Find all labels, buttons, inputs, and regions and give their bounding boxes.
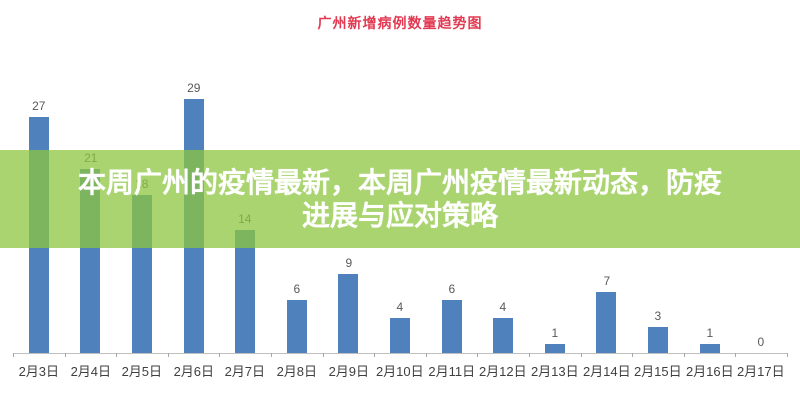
x-tick-label: 2月4日	[70, 364, 112, 379]
axis-tick	[529, 353, 530, 357]
x-tick-label: 2月5日	[121, 364, 163, 379]
bar	[338, 274, 358, 353]
x-tick-label: 2月13日	[530, 364, 579, 379]
bar	[493, 318, 513, 353]
x-tick-label: 2月10日	[375, 364, 424, 379]
x-tick-label: 2月16日	[685, 364, 734, 379]
bar	[235, 230, 255, 353]
x-tick-label: 2月11日	[428, 364, 476, 379]
axis-tick	[580, 353, 582, 357]
bar	[700, 344, 720, 353]
axis-tick	[735, 353, 737, 357]
axis-tick	[632, 353, 634, 357]
x-tick-label: 2月17日	[736, 364, 785, 379]
chart-title: 广州新增病例数量趋势图	[317, 15, 483, 31]
bar-value-label: 6	[448, 282, 456, 296]
axis-tick	[374, 353, 376, 357]
headline-banner: 本周广州的疫情最新，本周广州疫情最新动态，防疫 进展与应对策略	[0, 150, 800, 248]
axis-tick	[116, 353, 118, 357]
x-tick-label: 2月6日	[173, 364, 215, 379]
x-tick-label: 2月3日	[18, 364, 60, 379]
axis-tick	[683, 353, 685, 357]
axis-tick	[271, 353, 272, 357]
axis-tick	[477, 353, 479, 357]
bar-value-label: 4	[396, 300, 404, 314]
bar-value-label: 27	[32, 99, 46, 113]
x-tick-label: 2月14日	[582, 364, 631, 379]
x-tick-label: 2月7日	[224, 364, 266, 379]
axis-tick	[322, 353, 324, 357]
bar-value-label: 1	[706, 326, 714, 340]
bar-value-label: 0	[757, 335, 765, 349]
x-tick-label: 2月8日	[276, 364, 318, 379]
bar-value-label: 3	[654, 309, 662, 323]
axis-tick	[425, 353, 427, 357]
headline-line-2: 进展与应对策略	[301, 200, 498, 231]
axis-tick	[64, 353, 66, 357]
x-tick-label: 2月12日	[478, 364, 527, 379]
bar-value-label: 7	[603, 274, 611, 288]
bar-value-label: 29	[187, 81, 201, 95]
headline-line-1: 本周广州的疫情最新，本周广州疫情最新动态，防疫	[77, 167, 722, 198]
bar-value-label: 4	[499, 300, 507, 314]
bar	[648, 327, 668, 353]
axis-tick	[13, 353, 14, 357]
axis-tick	[219, 353, 221, 357]
axis-tick	[787, 353, 788, 357]
x-axis-line	[13, 353, 787, 354]
axis-tick	[167, 353, 169, 357]
bar	[442, 300, 462, 353]
bar	[287, 300, 307, 353]
bar	[596, 292, 616, 353]
bar-value-label: 1	[551, 326, 559, 340]
x-tick-label: 2月9日	[328, 364, 370, 379]
x-tick-label: 2月15日	[633, 364, 682, 379]
bar	[545, 344, 565, 353]
bar	[390, 318, 410, 353]
bar-value-label: 6	[293, 282, 301, 296]
bar-value-label: 9	[345, 256, 353, 270]
